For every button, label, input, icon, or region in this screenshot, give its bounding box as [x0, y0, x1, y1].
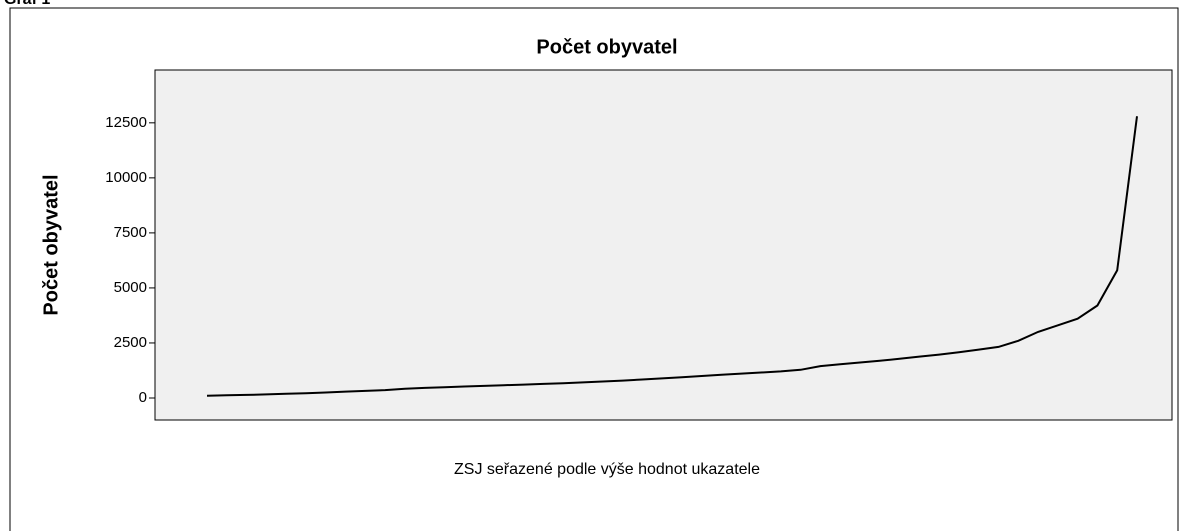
y-tick-label: 10000 [105, 169, 147, 186]
data-line [206, 116, 1138, 397]
plot-area [154, 69, 1173, 421]
y-axis-label: Počet obyvatel [40, 174, 62, 315]
chart-title: Počet obyvatel [536, 36, 677, 58]
y-tick-label: 5000 [114, 279, 147, 296]
y-tick-label: 12500 [105, 114, 147, 131]
y-tick-label: 2500 [114, 334, 147, 351]
y-tick-label: 0 [139, 389, 147, 406]
x-axis-label: ZSJ seřazené podle výše hodnot ukazatele [454, 461, 760, 478]
caption: Graf 1 [4, 0, 50, 8]
y-tick-label: 7500 [114, 224, 147, 241]
